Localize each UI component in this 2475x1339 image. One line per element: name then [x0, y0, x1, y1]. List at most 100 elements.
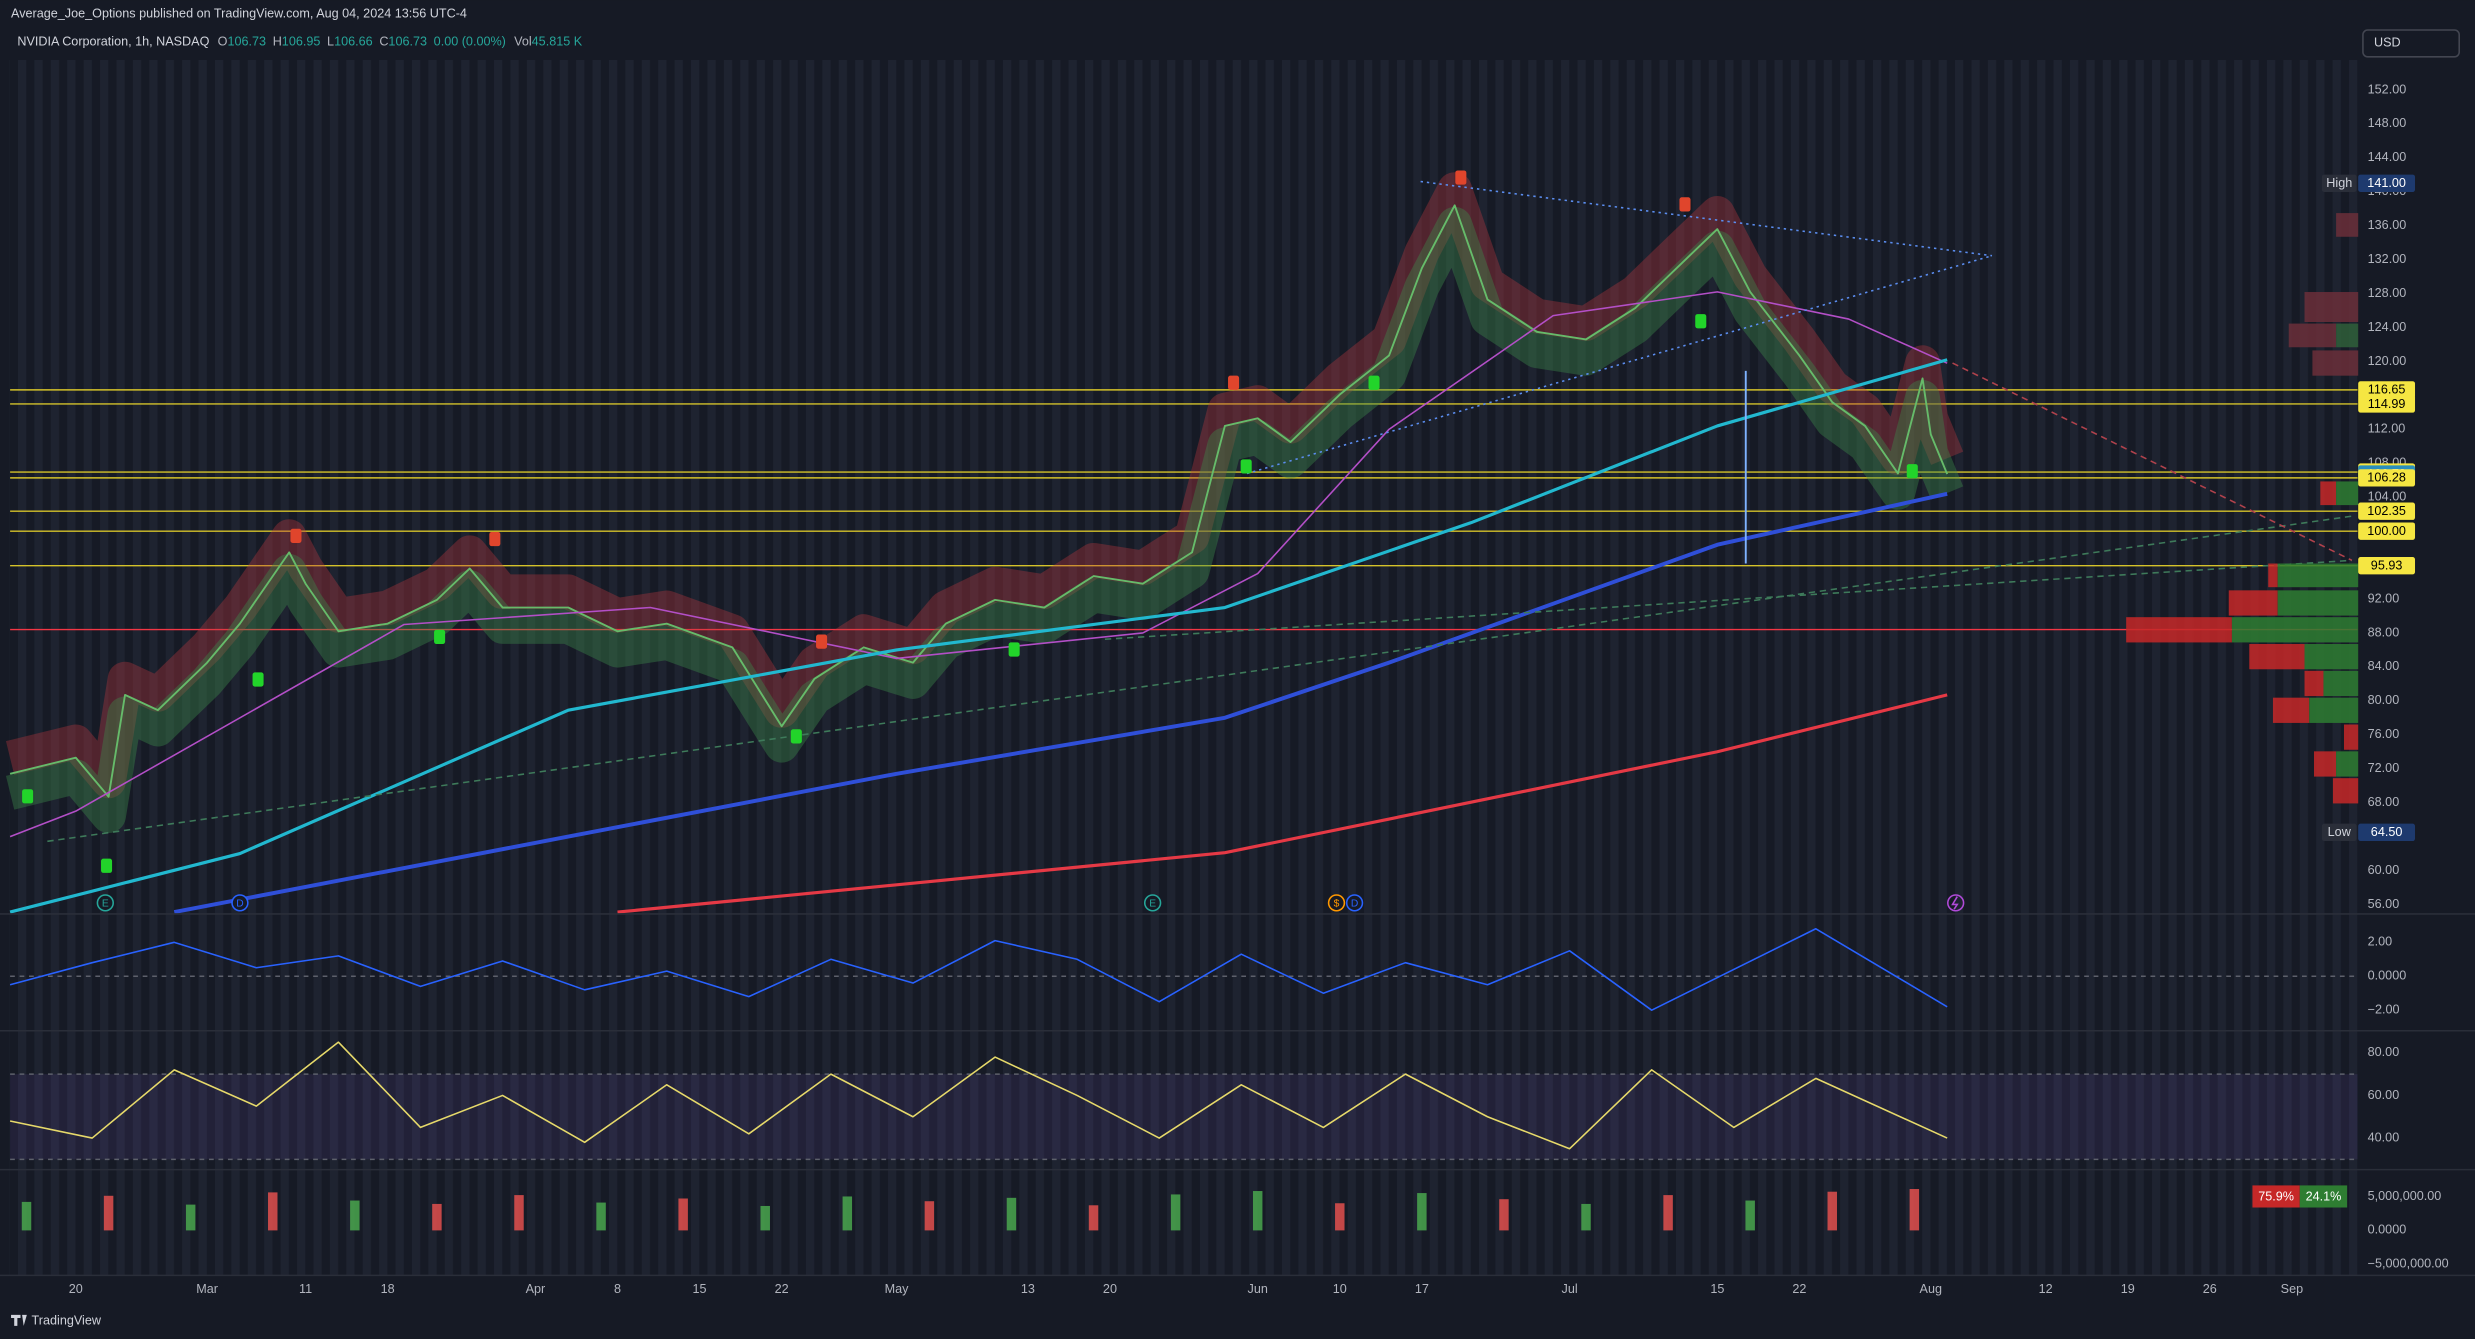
vp-bar	[2323, 670, 2359, 697]
vp-bar	[2336, 481, 2359, 506]
volume-bar	[1827, 1191, 1837, 1231]
price-tag-label: 95.93	[2371, 558, 2403, 572]
x-tick-label: 22	[775, 1282, 789, 1296]
volume-profile	[2126, 213, 2359, 804]
vp-bar	[2277, 590, 2359, 616]
volume-bar	[103, 1195, 114, 1231]
currency-label[interactable]: USD	[2374, 36, 2401, 50]
volume-bar	[1252, 1191, 1263, 1231]
x-tick-label: Aug	[1920, 1282, 1942, 1296]
x-tick-label: 15	[1710, 1282, 1724, 1296]
price-tag-label: 114.99	[2368, 397, 2406, 411]
y-tick-label: 128.00	[2368, 286, 2407, 300]
h-label: H	[273, 35, 282, 49]
y-tick-label: −2.00	[2368, 1003, 2400, 1017]
x-tick-label: 17	[1415, 1282, 1429, 1296]
sell-box	[2252, 1185, 2300, 1208]
volume-bar	[1417, 1193, 1427, 1231]
event-label: E	[1149, 898, 1156, 909]
volume-bar	[1909, 1188, 1920, 1231]
x-tick-label: 13	[1021, 1282, 1035, 1296]
y-tick-label: 88.00	[2368, 625, 2400, 639]
event-marker	[231, 894, 249, 912]
volume-bar	[678, 1198, 688, 1231]
price-tag-caption-box	[2321, 823, 2357, 842]
volume-bar	[350, 1200, 360, 1231]
event-icon[interactable]	[1947, 894, 1965, 912]
x-tick-label: 26	[2203, 1282, 2217, 1296]
vp-bar	[2304, 670, 2324, 697]
buy-box	[2299, 1185, 2348, 1208]
price-tag-caption-box	[2321, 174, 2357, 192]
trend-line	[47, 515, 2352, 843]
x-tick-label: 10	[1333, 1282, 1347, 1296]
buy-percent: 24.1%	[2306, 1190, 2342, 1204]
event-marker	[1327, 894, 1346, 912]
buy-signal	[434, 629, 446, 645]
vp-bar	[2272, 697, 2310, 723]
price-tag-label: 116.65	[2368, 383, 2406, 397]
x-tick-label: 8	[614, 1282, 621, 1296]
vp-bar	[2304, 644, 2359, 670]
y-tick-label: 144.00	[2368, 150, 2407, 164]
sell-signal	[1228, 375, 1240, 390]
session-stripes	[9, 59, 2359, 1276]
vp-bar	[2313, 751, 2337, 777]
price-tag	[2358, 556, 2416, 575]
y-tick-label: 120.00	[2368, 354, 2407, 368]
buy-signal	[22, 789, 34, 804]
y-tick-label: 104.00	[2368, 490, 2407, 504]
change: 0.00 (0.00%)	[434, 35, 506, 49]
y-tick-label: 76.00	[2368, 727, 2400, 741]
buy-signal	[101, 858, 113, 873]
price-tag-label: 141.00	[2367, 176, 2406, 190]
price-tag-label: 102.35	[2367, 504, 2406, 518]
x-tick-label: 15	[693, 1282, 707, 1296]
volume-bar	[1088, 1205, 1099, 1231]
y-tick-label: 0.0000	[2368, 969, 2407, 983]
y-tick-label: 148.00	[2368, 116, 2407, 130]
volume-bar	[1663, 1195, 1673, 1231]
event-label: D	[236, 898, 243, 909]
signals	[22, 170, 1918, 873]
volume-bar	[842, 1196, 853, 1231]
sell-percent: 75.9%	[2258, 1190, 2294, 1204]
series-line	[9, 291, 1948, 838]
volume-bar	[760, 1205, 770, 1231]
x-tick-label: 22	[1792, 1282, 1806, 1296]
volume-bar	[21, 1201, 32, 1231]
logo	[11, 1314, 27, 1326]
vp-bar	[2304, 292, 2359, 323]
y-tick-label: 124.00	[2368, 320, 2407, 334]
footer-brand: TradingView	[32, 1313, 102, 1327]
y-tick-label: 40.00	[2368, 1130, 2400, 1144]
x-tick-label: 19	[2121, 1282, 2135, 1296]
series-line	[173, 491, 1948, 915]
y-tick-label: 2.00	[2368, 935, 2393, 949]
currency-button[interactable]	[2362, 29, 2461, 58]
panes	[5, 172, 2358, 1231]
y-tick-label: 132.00	[2368, 252, 2407, 266]
volume-bar	[1581, 1203, 1591, 1231]
series-line	[9, 927, 1948, 1011]
vp-bar	[2249, 644, 2305, 670]
vp-bar	[2343, 724, 2359, 750]
vp-bar	[2336, 323, 2359, 348]
price-tag-label: 64.50	[2371, 825, 2403, 839]
x-tick-label: 12	[2039, 1282, 2053, 1296]
price-tag	[2358, 381, 2416, 399]
y-tick-label: 56.00	[2368, 897, 2400, 911]
event-label: D	[1351, 898, 1358, 909]
volume-bar	[1335, 1203, 1345, 1231]
y-tick-label: 80.00	[2368, 1045, 2400, 1059]
x-tick-label: Jun	[1248, 1282, 1268, 1296]
y-tick-label: 92.00	[2368, 591, 2400, 605]
vp-bar	[2231, 617, 2359, 643]
x-tick-label: May	[885, 1282, 910, 1296]
vp-bar	[2336, 213, 2359, 237]
h-value: 106.95	[282, 35, 321, 49]
drawings	[47, 180, 2353, 843]
vol-label: Vol	[514, 35, 532, 49]
y-tick-label: 68.00	[2368, 795, 2400, 809]
